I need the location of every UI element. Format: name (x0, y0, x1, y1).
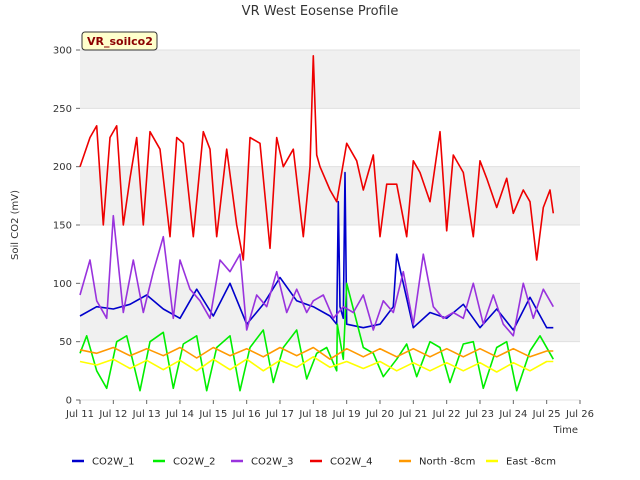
chart-title: VR West Eosense Profile (242, 4, 399, 19)
series-line-co2w-3 (79, 214, 554, 337)
y-tick-label: 0 (66, 396, 72, 407)
y-axis-label: Soil CO2 (mV) (10, 190, 21, 260)
x-tick-label: Jul 19 (332, 409, 361, 420)
series-line-co2w-4 (79, 54, 555, 261)
legend: CO2W_1 CO2W_2 CO2W_3 CO2W_4 North -8cm East -… (72, 457, 556, 468)
legend-label: CO2W_3 (251, 457, 293, 468)
legend-label: CO2W_2 (173, 457, 215, 468)
chart-tag: VR_soilco2 (81, 31, 158, 51)
x-tick-label: Jul 20 (365, 409, 394, 420)
y-tick-label: 50 (59, 337, 72, 348)
x-tick-label: Jul 17 (265, 409, 294, 420)
series-lines (79, 54, 555, 392)
y-tick-label: 200 (53, 162, 72, 173)
x-tick-label: Jul 23 (465, 409, 494, 420)
background-band (80, 50, 580, 109)
y-axis-ticks: 0 50 100 150 200 250 300 (53, 46, 80, 407)
series-line-north-8cm (79, 346, 554, 361)
x-axis-ticks: Jul 11 Jul 12 Jul 13 Jul 14 Jul 15 Jul 16 Jul … (65, 400, 594, 420)
x-tick-label: Jul 11 (65, 409, 94, 420)
legend-label: East -8cm (506, 457, 556, 468)
series-line-east-8cm (79, 355, 554, 373)
chart-tag-text: VR_soilco2 (87, 35, 153, 48)
y-tick-label: 100 (53, 279, 72, 290)
gridlines (80, 49, 580, 401)
plot-background-bands (80, 50, 580, 342)
x-tick-label: Jul 22 (432, 409, 461, 420)
x-tick-label: Jul 21 (398, 409, 427, 420)
x-tick-label: Jul 15 (198, 409, 227, 420)
legend-label: CO2W_1 (92, 457, 134, 468)
x-tick-label: Jul 18 (298, 409, 327, 420)
x-tick-label: Jul 25 (532, 409, 561, 420)
y-tick-label: 300 (53, 46, 72, 57)
x-tick-label: Jul 13 (132, 409, 161, 420)
x-tick-label: Jul 16 (232, 409, 261, 420)
x-tick-label: Jul 12 (98, 409, 127, 420)
legend-label: CO2W_4 (330, 457, 372, 468)
y-tick-label: 250 (53, 104, 72, 115)
legend-label: North -8cm (419, 457, 475, 468)
x-tick-label: Jul 14 (165, 409, 194, 420)
x-tick-label: Jul 26 (565, 409, 594, 420)
series-line-co2w-2 (79, 282, 554, 392)
x-axis-label: Time (553, 425, 578, 436)
background-band (80, 166, 580, 225)
x-tick-label: Jul 24 (498, 409, 527, 420)
chart-tag-box (81, 31, 158, 51)
y-tick-label: 150 (53, 221, 72, 232)
